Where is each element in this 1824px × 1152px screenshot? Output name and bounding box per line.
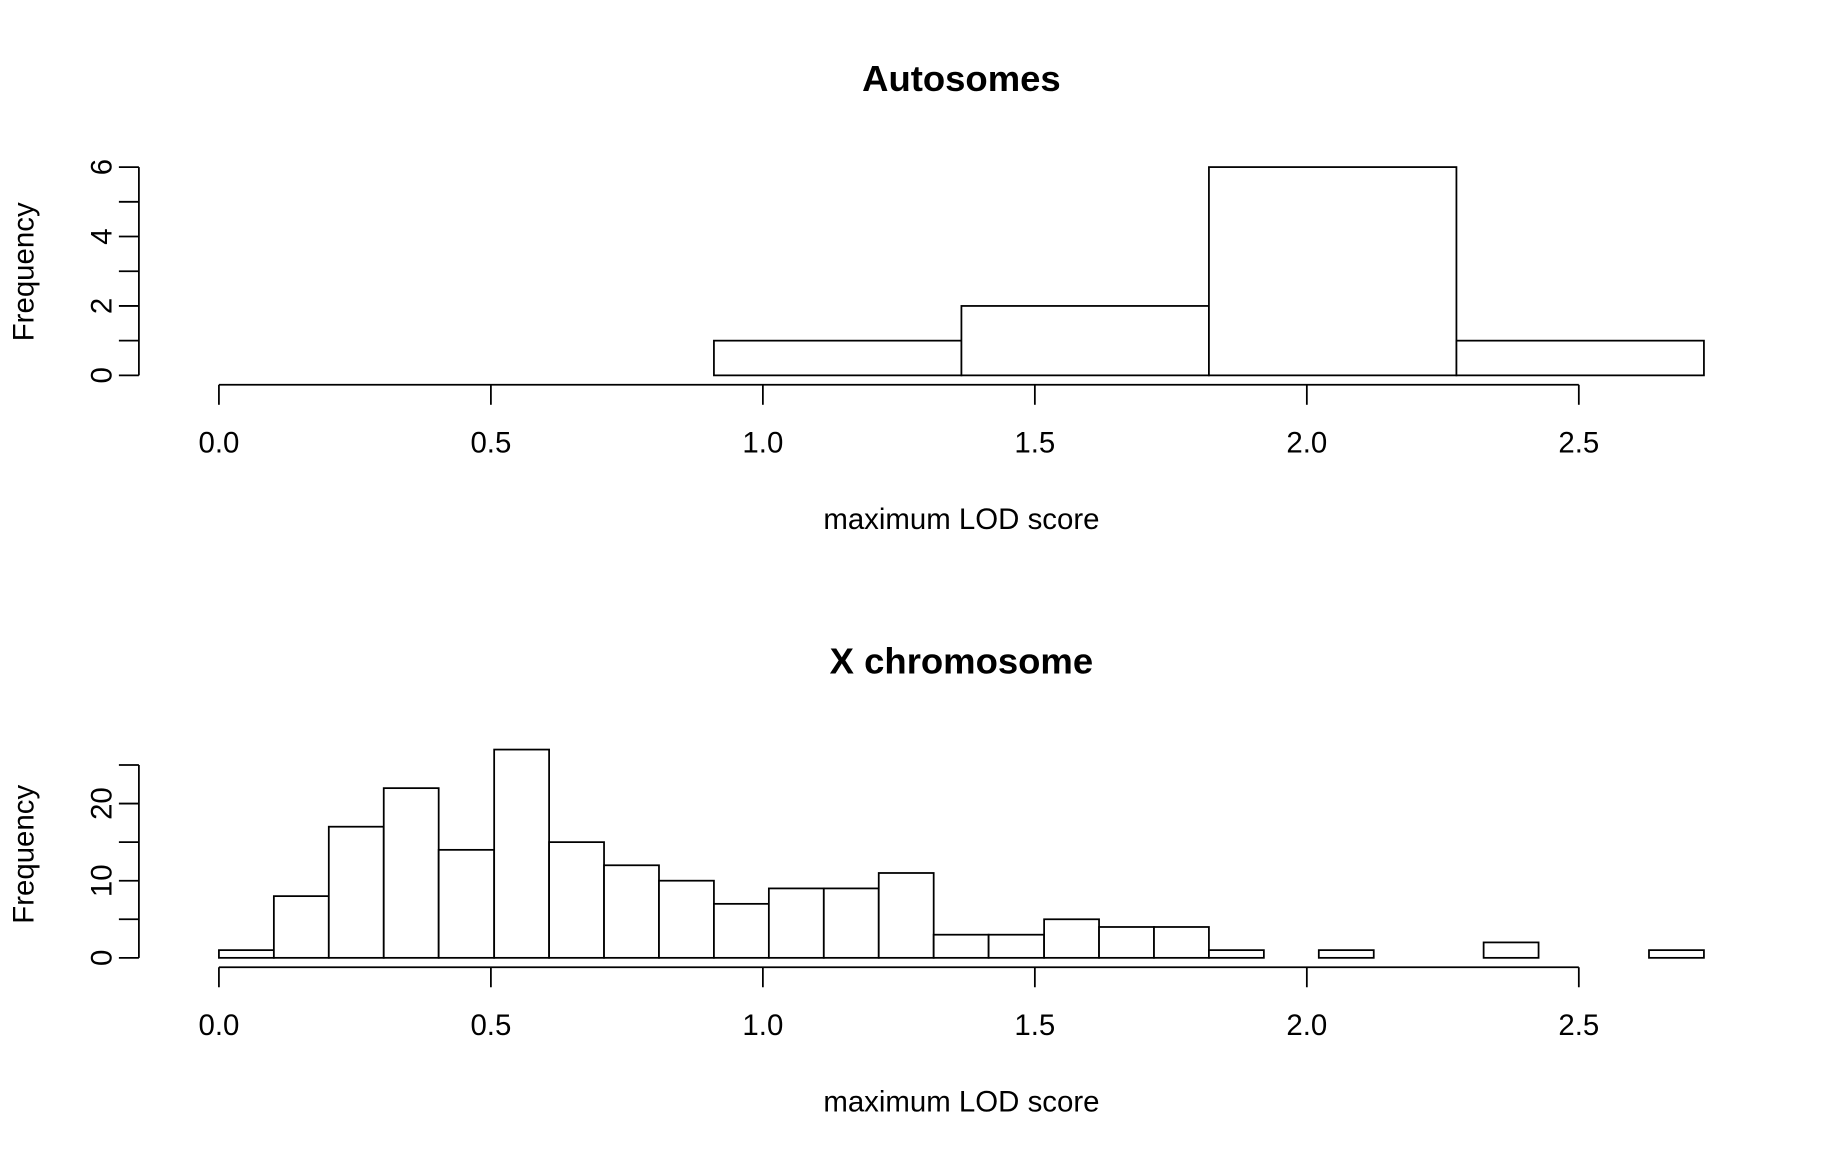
x-axis-label: maximum LOD score bbox=[823, 1086, 1099, 1119]
y-tick-label: 0 bbox=[85, 367, 118, 383]
bar bbox=[822, 887, 880, 959]
bar bbox=[1482, 941, 1540, 959]
x-tick-label: 2.0 bbox=[1286, 427, 1327, 460]
bar bbox=[1208, 166, 1458, 377]
x-tick-label: 2.5 bbox=[1558, 1009, 1599, 1042]
x-tick-label: 0.0 bbox=[198, 427, 239, 460]
bar bbox=[548, 841, 605, 959]
x-axis-label: maximum LOD score bbox=[823, 503, 1099, 536]
y-tick-label: 4 bbox=[85, 228, 118, 244]
x-tick-label: 1.5 bbox=[1014, 427, 1055, 460]
y-axis-label: Frequency bbox=[8, 785, 41, 924]
y-tick-label: 2 bbox=[85, 298, 118, 314]
bar bbox=[1317, 949, 1375, 959]
x-tick-label: 0.5 bbox=[470, 427, 511, 460]
bar bbox=[932, 933, 990, 959]
bar bbox=[1153, 926, 1210, 959]
x-tick-label: 2.5 bbox=[1558, 427, 1599, 460]
bar bbox=[218, 949, 275, 959]
bar bbox=[493, 748, 550, 959]
bar bbox=[1455, 339, 1705, 377]
bar bbox=[1043, 918, 1100, 959]
y-tick-label: 20 bbox=[85, 787, 118, 820]
x-tick-label: 1.0 bbox=[742, 427, 783, 460]
bar bbox=[1648, 949, 1705, 959]
x-tick-label: 1.0 bbox=[742, 1009, 783, 1042]
x-tick-label: 0.0 bbox=[198, 1009, 239, 1042]
bar bbox=[713, 339, 963, 377]
bar bbox=[658, 879, 715, 959]
bar bbox=[437, 848, 496, 959]
y-tick-label: 0 bbox=[85, 950, 118, 966]
bar bbox=[272, 895, 330, 959]
x-tick-label: 2.0 bbox=[1286, 1009, 1327, 1042]
y-tick-label: 10 bbox=[85, 864, 118, 897]
bar bbox=[1098, 926, 1155, 959]
bar bbox=[877, 872, 935, 959]
bar bbox=[767, 887, 825, 959]
y-tick-label: 6 bbox=[85, 159, 118, 175]
bar bbox=[960, 305, 1210, 377]
chart-title: Autosomes bbox=[862, 58, 1061, 99]
bar bbox=[327, 825, 385, 959]
bar bbox=[603, 864, 660, 959]
y-axis-label: Frequency bbox=[8, 202, 41, 341]
chart-title: X chromosome bbox=[830, 640, 1093, 681]
bar bbox=[382, 787, 440, 959]
bar bbox=[713, 902, 770, 959]
x-tick-label: 0.5 bbox=[470, 1009, 511, 1042]
bar bbox=[1208, 949, 1265, 959]
bar bbox=[987, 933, 1045, 959]
x-tick-label: 1.5 bbox=[1014, 1009, 1055, 1042]
